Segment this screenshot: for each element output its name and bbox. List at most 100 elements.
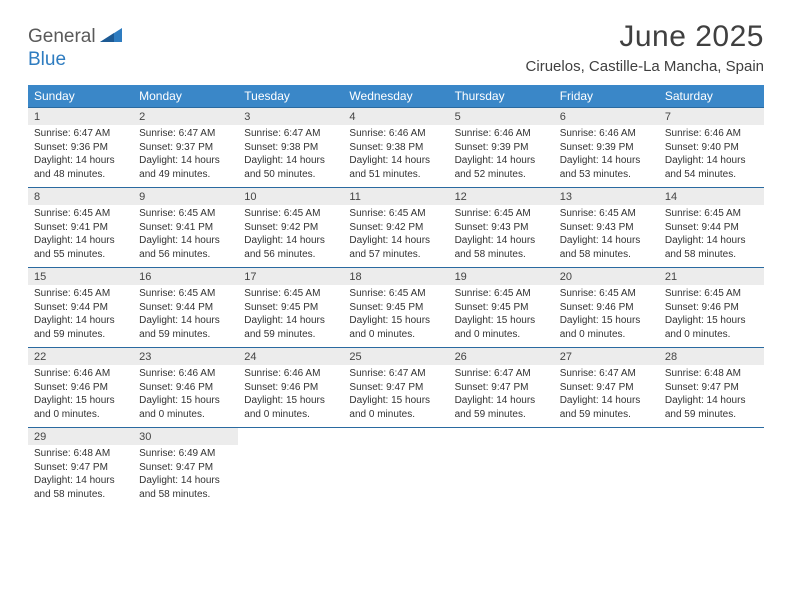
day-detail-cell: Sunrise: 6:45 AMSunset: 9:43 PMDaylight:… — [449, 205, 554, 268]
day-number-cell: 17 — [238, 268, 343, 286]
sunrise-text: Sunrise: 6:46 AM — [34, 367, 127, 381]
weekday-header: Monday — [133, 85, 238, 108]
sunrise-text: Sunrise: 6:46 AM — [665, 127, 758, 141]
daylight-text: Daylight: 15 hours and 0 minutes. — [349, 314, 442, 341]
day-detail-cell: Sunrise: 6:45 AMSunset: 9:44 PMDaylight:… — [659, 205, 764, 268]
day-number-cell: 4 — [343, 108, 448, 126]
daylight-text: Daylight: 15 hours and 0 minutes. — [244, 394, 337, 421]
day-detail-row: Sunrise: 6:47 AM Sunset: 9:36 PM Daylight:… — [28, 125, 764, 188]
day-detail-cell: Sunrise: 6:45 AMSunset: 9:43 PMDaylight:… — [554, 205, 659, 268]
sunrise-text: Sunrise: 6:45 AM — [349, 207, 442, 221]
day-detail-cell: Sunrise: 6:47 AMSunset: 9:36 PMDaylight:… — [28, 125, 133, 188]
daylight-text: Daylight: 14 hours and 56 minutes. — [139, 234, 232, 261]
day-number-cell: 7 — [659, 108, 764, 126]
logo-text-general: General — [28, 26, 96, 48]
sunrise-text: Sunrise: 6:45 AM — [349, 287, 442, 301]
day-detail-cell: Sunrise: 6:48 AMSunset: 9:47 PMDaylight:… — [28, 445, 133, 507]
day-detail-row: Sunrise: 6:45 AMSunset: 9:41 PMDaylight:… — [28, 205, 764, 268]
sunrise-text: Sunrise: 6:45 AM — [34, 207, 127, 221]
daylight-text: Daylight: 15 hours and 0 minutes. — [349, 394, 442, 421]
sunset-text: Sunset: 9:45 PM — [349, 301, 442, 315]
sunset-text: Sunset: 9:42 PM — [244, 221, 337, 235]
daylight-text: Daylight: 15 hours and 0 minutes. — [139, 394, 232, 421]
day-number-cell: 26 — [449, 348, 554, 366]
daylight-text: Daylight: 15 hours and 0 minutes. — [665, 314, 758, 341]
daylight-text: Daylight: 14 hours and 49 minutes. — [139, 154, 232, 181]
day-number-cell — [238, 428, 343, 446]
sunset-text: Sunset: 9:40 PM — [665, 141, 758, 155]
day-number-cell — [554, 428, 659, 446]
day-number-row: 15161718192021 — [28, 268, 764, 286]
daylight-text: Daylight: 14 hours and 59 minutes. — [244, 314, 337, 341]
daylight-text: Daylight: 15 hours and 0 minutes. — [455, 314, 548, 341]
location-text: Ciruelos, Castille-La Mancha, Spain — [526, 58, 764, 75]
sunrise-text: Sunrise: 6:47 AM — [139, 127, 232, 141]
sunset-text: Sunset: 9:47 PM — [349, 381, 442, 395]
day-number-cell: 1 — [28, 108, 133, 126]
day-detail-cell: Sunrise: 6:45 AMSunset: 9:41 PMDaylight:… — [133, 205, 238, 268]
daylight-text: Daylight: 14 hours and 59 minutes. — [139, 314, 232, 341]
weekday-header: Sunday — [28, 85, 133, 108]
daylight-text: Daylight: 14 hours and 59 minutes. — [665, 394, 758, 421]
day-detail-cell: Sunrise: 6:46 AMSunset: 9:39 PMDaylight:… — [449, 125, 554, 188]
day-detail-cell: Sunrise: 6:47 AMSunset: 9:38 PMDaylight:… — [238, 125, 343, 188]
weekday-header: Tuesday — [238, 85, 343, 108]
logo-text-blue: Blue — [28, 49, 66, 71]
day-number-cell: 21 — [659, 268, 764, 286]
day-number-cell: 22 — [28, 348, 133, 366]
day-number-cell: 11 — [343, 188, 448, 206]
day-number-cell: 2 — [133, 108, 238, 126]
day-number-cell — [659, 428, 764, 446]
day-detail-row: Sunrise: 6:46 AMSunset: 9:46 PMDaylight:… — [28, 365, 764, 428]
sunrise-text: Sunrise: 6:45 AM — [139, 207, 232, 221]
day-detail-cell: Sunrise: 6:46 AMSunset: 9:46 PMDaylight:… — [28, 365, 133, 428]
day-detail-cell: Sunrise: 6:45 AMSunset: 9:46 PMDaylight:… — [659, 285, 764, 348]
sunset-text: Sunset: 9:36 PM — [34, 141, 127, 155]
sunset-text: Sunset: 9:39 PM — [455, 141, 548, 155]
day-detail-cell: Sunrise: 6:46 AMSunset: 9:46 PMDaylight:… — [238, 365, 343, 428]
day-detail-cell — [659, 445, 764, 507]
daylight-text: Daylight: 14 hours and 58 minutes. — [34, 474, 127, 501]
day-detail-cell — [554, 445, 659, 507]
weekday-header-row: Sunday Monday Tuesday Wednesday Thursday… — [28, 85, 764, 108]
day-number-row: 1234567 — [28, 108, 764, 126]
sunrise-text: Sunrise: 6:45 AM — [665, 207, 758, 221]
daylight-text: Daylight: 14 hours and 54 minutes. — [665, 154, 758, 181]
sunrise-text: Sunrise: 6:45 AM — [455, 207, 548, 221]
calendar-table: Sunday Monday Tuesday Wednesday Thursday… — [28, 85, 764, 507]
day-number-cell: 28 — [659, 348, 764, 366]
day-detail-cell: Sunrise: 6:46 AMSunset: 9:40 PMDaylight:… — [659, 125, 764, 188]
sunset-text: Sunset: 9:46 PM — [665, 301, 758, 315]
daylight-text: Daylight: 14 hours and 58 minutes. — [139, 474, 232, 501]
day-number-cell: 27 — [554, 348, 659, 366]
sunset-text: Sunset: 9:47 PM — [560, 381, 653, 395]
sunset-text: Sunset: 9:45 PM — [455, 301, 548, 315]
sunrise-text: Sunrise: 6:45 AM — [139, 287, 232, 301]
sunrise-text: Sunrise: 6:48 AM — [665, 367, 758, 381]
daylight-text: Daylight: 14 hours and 53 minutes. — [560, 154, 653, 181]
sunrise-text: Sunrise: 6:45 AM — [244, 287, 337, 301]
day-number-cell: 30 — [133, 428, 238, 446]
daylight-text: Daylight: 14 hours and 58 minutes. — [665, 234, 758, 261]
daylight-text: Daylight: 14 hours and 59 minutes. — [560, 394, 653, 421]
sunrise-text: Sunrise: 6:45 AM — [665, 287, 758, 301]
sunrise-text: Sunrise: 6:45 AM — [34, 287, 127, 301]
weekday-header: Thursday — [449, 85, 554, 108]
sunset-text: Sunset: 9:43 PM — [455, 221, 548, 235]
day-detail-cell — [449, 445, 554, 507]
calendar-body: 1234567Sunrise: 6:47 AMSunset: 9:36 PMDa… — [28, 108, 764, 508]
day-detail-cell — [343, 445, 448, 507]
sunrise-text: Sunrise: 6:46 AM — [139, 367, 232, 381]
sunset-text: Sunset: 9:44 PM — [139, 301, 232, 315]
sunrise-text: Sunrise: 6:46 AM — [349, 127, 442, 141]
daylight-text: Daylight: 15 hours and 0 minutes. — [560, 314, 653, 341]
daylight-text: Daylight: 14 hours and 55 minutes. — [34, 234, 127, 261]
sunrise-text: Sunrise: 6:47 AM — [560, 367, 653, 381]
sunset-text: Sunset: 9:46 PM — [244, 381, 337, 395]
sunset-text: Sunset: 9:47 PM — [139, 461, 232, 475]
day-number-cell: 12 — [449, 188, 554, 206]
sunrise-text: Sunrise: 6:47 AM — [244, 127, 337, 141]
day-number-cell: 24 — [238, 348, 343, 366]
day-detail-cell: Sunrise: 6:45 AMSunset: 9:41 PMDaylight:… — [28, 205, 133, 268]
daylight-text: Daylight: 14 hours and 58 minutes. — [455, 234, 548, 261]
